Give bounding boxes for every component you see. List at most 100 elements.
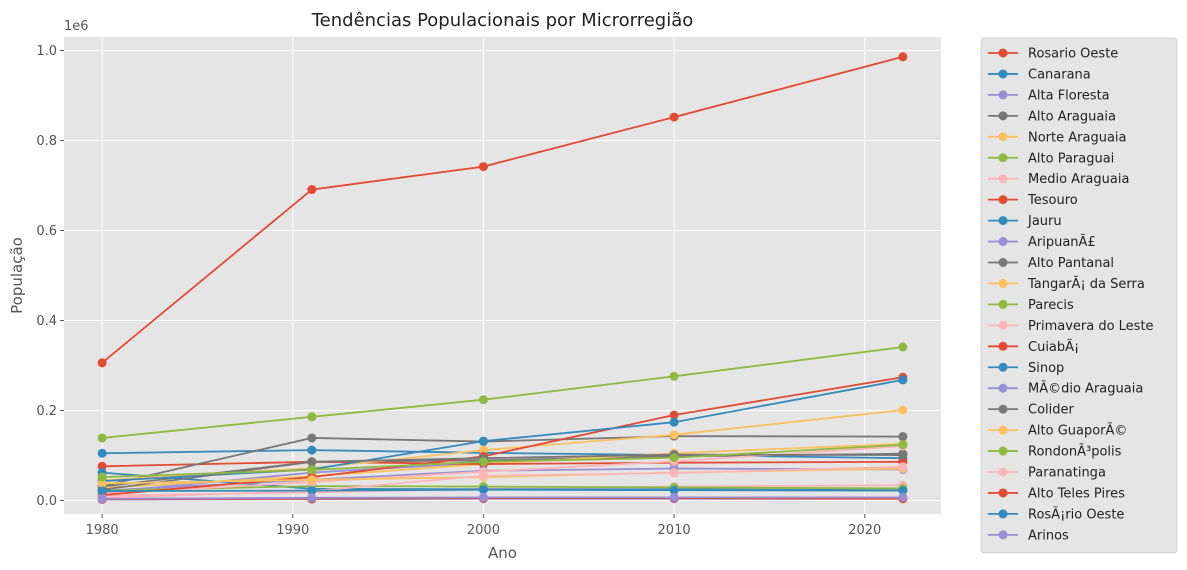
- legend-entry-label: Alto Pantanal: [1028, 256, 1114, 271]
- legend-marker: [998, 174, 1008, 184]
- legend-marker: [998, 48, 1008, 58]
- legend-entry-label: Alto Teles Pires: [1028, 486, 1125, 501]
- data-point: [669, 468, 679, 478]
- x-tick-label: 2000: [467, 523, 500, 538]
- data-point: [669, 371, 679, 381]
- x-tick-label: 1990: [276, 523, 309, 538]
- legend-marker: [998, 341, 1008, 351]
- data-point: [307, 457, 317, 467]
- data-point: [669, 492, 679, 502]
- legend-entry-label: Alto Paraguai: [1028, 151, 1114, 166]
- data-point: [97, 478, 107, 488]
- legend-entry-label: Jauru: [1027, 214, 1062, 229]
- data-point: [97, 494, 107, 504]
- legend-marker: [998, 90, 1008, 100]
- y-tick-label: 1.0: [36, 44, 57, 59]
- data-point: [307, 445, 317, 455]
- data-point: [97, 433, 107, 443]
- legend-entry-label: Sinop: [1028, 361, 1064, 376]
- y-axis-scale-label: 1e6: [64, 19, 89, 34]
- legend-marker: [998, 425, 1008, 435]
- data-point: [898, 432, 908, 442]
- data-point: [898, 486, 908, 496]
- legend-entry-label: Norte Araguaia: [1028, 130, 1127, 145]
- series-group: [97, 52, 908, 368]
- legend-entry-label: RosÃ¡rio Oeste: [1028, 506, 1124, 522]
- grid-lines: [64, 37, 941, 514]
- data-point: [478, 162, 488, 172]
- data-point: [97, 358, 107, 368]
- y-tick-label: 0.6: [36, 224, 57, 239]
- data-point: [478, 395, 488, 405]
- data-point: [669, 485, 679, 495]
- legend-marker: [998, 237, 1008, 247]
- data-point: [898, 462, 908, 472]
- series-lines: [97, 52, 908, 505]
- legend-entry-label: Parecis: [1028, 298, 1074, 313]
- legend-marker: [998, 195, 1008, 205]
- legend-marker: [998, 69, 1008, 79]
- legend-marker: [998, 404, 1008, 414]
- legend-entry-label: Tesouro: [1027, 193, 1078, 208]
- data-point: [898, 375, 908, 385]
- data-point: [898, 405, 908, 415]
- x-axis-label: Ano: [488, 544, 517, 562]
- legend-marker: [998, 216, 1008, 226]
- data-point: [97, 472, 107, 482]
- legend-marker: [998, 320, 1008, 330]
- legend-entry-label: Arinos: [1028, 528, 1069, 543]
- y-axis-label: População: [8, 237, 26, 314]
- data-point: [97, 448, 107, 458]
- data-point: [97, 461, 107, 471]
- series-group: [97, 485, 908, 496]
- data-point: [307, 412, 317, 422]
- legend-entry-label: Alta Floresta: [1028, 88, 1110, 103]
- data-point: [669, 410, 679, 420]
- legend: Rosario Oeste Canarana Alta Floresta Alto A…: [980, 37, 1178, 554]
- legend-entry-label: TangarÃ¡ da Serra: [1027, 276, 1145, 292]
- legend-marker: [998, 258, 1008, 267]
- x-tick-label: 2010: [658, 523, 691, 538]
- data-point: [898, 492, 908, 502]
- x-axis-ticks: 1980 1990 2000 2010 2020: [86, 514, 881, 538]
- data-point: [478, 485, 488, 495]
- series-group: [97, 440, 908, 482]
- legend-box: [980, 37, 1178, 554]
- data-point: [898, 52, 908, 62]
- legend-marker: [998, 278, 1008, 288]
- data-point: [307, 486, 317, 496]
- data-point: [898, 440, 908, 450]
- legend-marker: [998, 132, 1008, 142]
- y-tick-label: 0.8: [36, 134, 57, 149]
- legend-marker: [998, 383, 1008, 393]
- data-point: [478, 471, 488, 481]
- data-point: [669, 417, 679, 427]
- data-point: [478, 492, 488, 502]
- x-tick-label: 1980: [86, 523, 119, 538]
- legend-entry-label: Primavera do Leste: [1028, 319, 1154, 334]
- legend-entry-label: Rosario Oeste: [1028, 47, 1118, 62]
- legend-marker: [998, 509, 1008, 519]
- x-tick-label: 2020: [848, 523, 881, 538]
- legend-marker: [998, 299, 1008, 309]
- legend-marker: [998, 111, 1008, 121]
- legend-entry-label: Alto Araguaia: [1028, 109, 1116, 124]
- legend-marker: [998, 467, 1008, 477]
- data-point: [669, 430, 679, 440]
- plot-background: [64, 37, 941, 514]
- data-point: [307, 433, 317, 443]
- data-point: [478, 436, 488, 446]
- data-point: [898, 450, 908, 460]
- chart-title: Tendências Populacionais por Microrregiã…: [311, 10, 694, 31]
- data-point: [97, 486, 107, 496]
- y-axis-ticks: 0.0 0.2 0.4 0.6 0.8 1.0: [36, 44, 64, 509]
- data-point: [478, 445, 488, 455]
- legend-marker: [998, 362, 1008, 372]
- data-point: [898, 342, 908, 352]
- legend-marker: [998, 530, 1008, 540]
- legend-entry-label: Canarana: [1028, 67, 1091, 82]
- legend-entry-label: AripuanÃ£: [1028, 234, 1096, 250]
- legend-marker: [998, 488, 1008, 498]
- legend-entry-label: MÃ©dio Araguaia: [1028, 381, 1143, 397]
